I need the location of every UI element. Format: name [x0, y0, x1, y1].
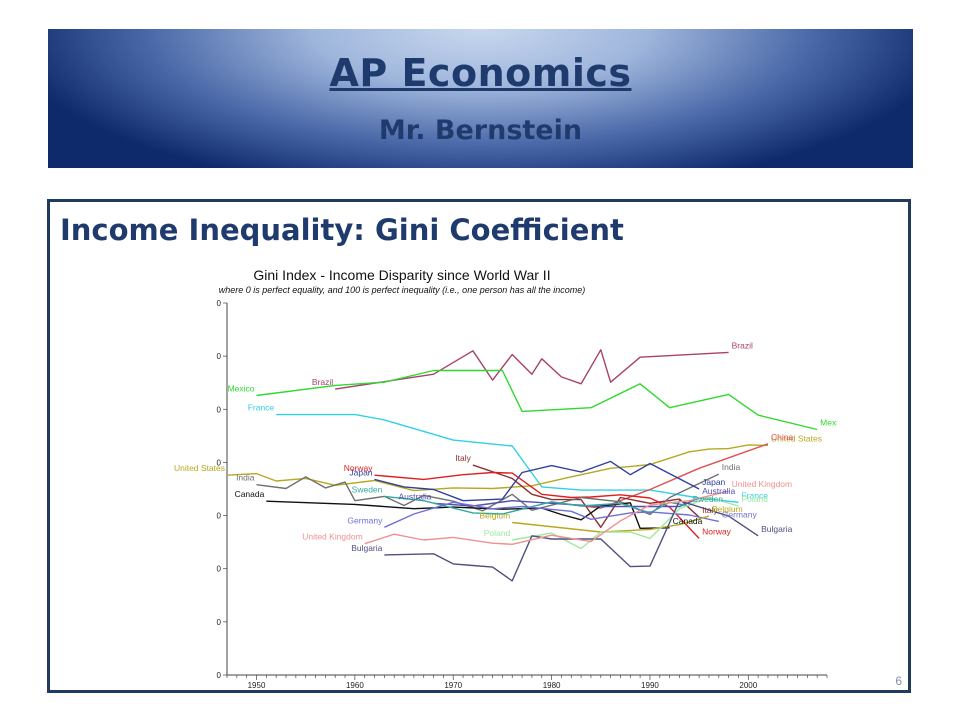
series-label-australia: Australia — [398, 491, 431, 501]
series-label-poland: Poland — [741, 494, 768, 504]
x-tick-label: 1960 — [346, 681, 364, 690]
series-line-germany — [384, 501, 719, 528]
y-tick-label: 0 — [217, 512, 222, 521]
x-tick-label: 1980 — [543, 681, 561, 690]
series-label-norway: Norway — [702, 526, 732, 536]
series-line-brazil — [335, 349, 729, 390]
y-tick-label: 0 — [217, 565, 222, 574]
title-banner: AP Economics Mr. Bernstein — [48, 29, 913, 168]
series-label-sweden: Sweden — [692, 494, 723, 504]
y-tick-label: 0 — [217, 405, 222, 414]
series-label-germany: Germany — [347, 515, 383, 525]
y-tick-label: 0 — [217, 299, 222, 308]
gini-line-chart: Gini Index - Income Disparity since Worl… — [174, 267, 837, 690]
series-label-poland: Poland — [484, 528, 511, 538]
series-line-poland — [512, 496, 739, 550]
series-label-united-states: United States — [771, 433, 822, 443]
series-label-australia: Australia — [702, 486, 735, 496]
chart-series — [226, 349, 818, 582]
series-label-mexico: Mexico — [228, 383, 255, 393]
series-label-canada: Canada — [673, 516, 703, 526]
series-label-united-kingdom: United Kingdom — [732, 479, 792, 489]
y-tick-label: 0 — [217, 671, 222, 680]
series-label-germany: Germany — [722, 509, 758, 519]
series-label-mexico: Mexico — [820, 417, 837, 427]
series-label-china: China — [771, 432, 793, 442]
chart-title: Gini Index - Income Disparity since Worl… — [253, 267, 550, 283]
series-label-japan: Japan — [349, 467, 372, 477]
series-line-united-states — [226, 444, 769, 492]
series-label-italy: Italy — [702, 505, 718, 515]
series-label-france: France — [741, 490, 768, 500]
x-tick-label: 2000 — [739, 681, 757, 690]
section-title: Income Inequality: Gini Coefficient — [60, 213, 624, 247]
series-label-bulgaria: Bulgaria — [351, 543, 382, 553]
series-label-belgium: Belgium — [480, 510, 511, 520]
x-tick-label: 1970 — [444, 681, 462, 690]
series-line-japan — [374, 460, 700, 502]
chart-subtitle: where 0 is perfect equality, and 100 is … — [219, 285, 586, 295]
series-label-united-states: United States — [174, 463, 225, 473]
series-line-france — [276, 413, 739, 503]
series-label-united-kingdom: United Kingdom — [302, 532, 362, 542]
series-label-brazil: Brazil — [312, 377, 333, 387]
y-tick-label: 0 — [217, 352, 222, 361]
series-line-belgium — [512, 515, 710, 533]
slide-subtitle: Mr. Bernstein — [378, 115, 583, 146]
series-label-japan: Japan — [702, 477, 725, 487]
series-label-sweden: Sweden — [352, 484, 383, 494]
page-number: 6 — [895, 674, 902, 688]
y-tick-label: 0 — [217, 618, 222, 627]
series-label-brazil: Brazil — [732, 340, 753, 350]
series-line-united-kingdom — [364, 490, 729, 545]
series-line-sweden — [384, 495, 690, 515]
series-label-norway: Norway — [344, 463, 374, 473]
series-line-norway — [374, 471, 700, 539]
series-label-india: India — [236, 473, 255, 483]
y-tick-label: 0 — [217, 458, 222, 467]
series-label-canada: Canada — [235, 489, 265, 499]
series-label-italy: Italy — [455, 453, 471, 463]
content-panel: Income Inequality: Gini Coefficient Gini… — [47, 199, 911, 693]
chart-axes: 1950 1960 1970 1980 1990 2000 0 0 0 0 0 0 0 0 — [217, 299, 828, 690]
series-label-bulgaria: Bulgaria — [761, 524, 792, 534]
x-tick-label: 1990 — [641, 681, 659, 690]
chart-series-labels: BrazilBrazilMexicoMexicoFranceFranceUnit… — [174, 340, 837, 552]
series-label-france: France — [248, 403, 275, 413]
slide-title: AP Economics — [329, 51, 632, 95]
x-tick-label: 1950 — [248, 681, 266, 690]
series-label-belgium: Belgium — [712, 504, 743, 514]
series-label-india: India — [722, 462, 741, 472]
series-line-mexico — [256, 369, 818, 431]
